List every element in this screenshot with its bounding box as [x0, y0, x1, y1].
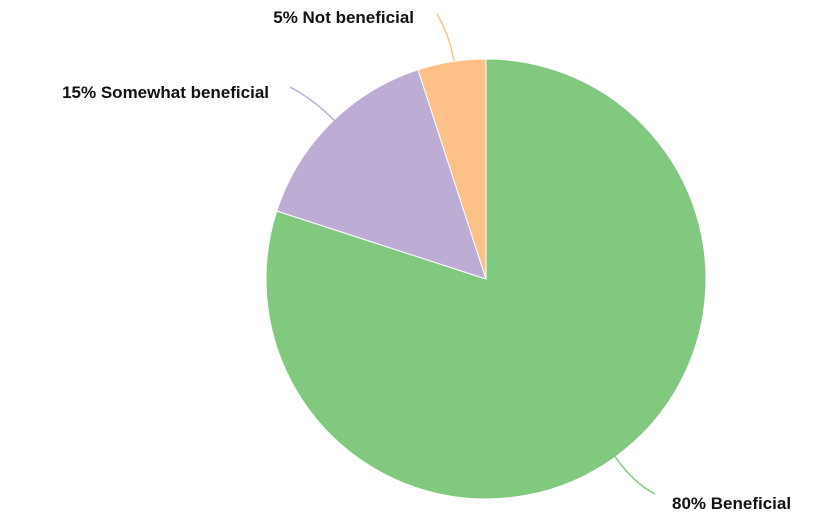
pie-slice-somewhat-beneficial [276, 69, 487, 280]
leader-line-not-beneficial [436, 13, 455, 62]
leader-lines [289, 13, 656, 495]
pie-slice-not-beneficial [417, 58, 487, 280]
slice-labels: 80% Beneficial 15% Somewhat beneficial 5… [62, 8, 791, 513]
label-not-beneficial: 5% Not beneficial [273, 8, 414, 27]
label-beneficial: 80% Beneficial [672, 494, 791, 513]
leader-line-somewhat-beneficial [289, 86, 336, 122]
label-somewhat-beneficial: 15% Somewhat beneficial [62, 83, 269, 102]
pie-slices [265, 58, 707, 500]
leader-line-beneficial [613, 454, 656, 495]
